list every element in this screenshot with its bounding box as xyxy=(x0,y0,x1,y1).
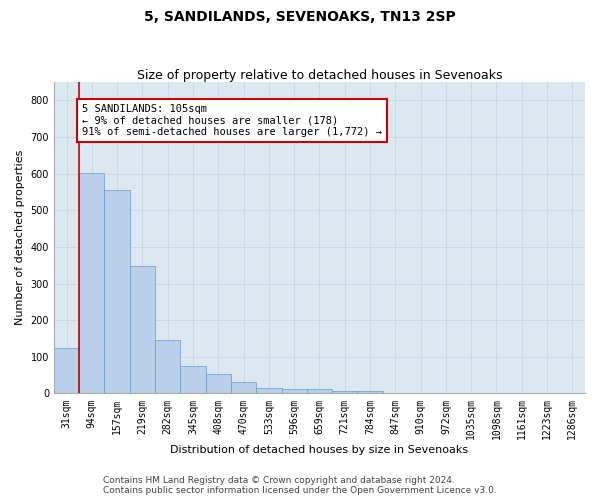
Bar xyxy=(130,266,155,394)
Bar xyxy=(54,348,79,394)
Bar xyxy=(155,340,181,394)
Text: 5, SANDILANDS, SEVENOAKS, TN13 2SP: 5, SANDILANDS, SEVENOAKS, TN13 2SP xyxy=(144,10,456,24)
Y-axis label: Number of detached properties: Number of detached properties xyxy=(15,150,25,326)
Text: 5 SANDILANDS: 105sqm
← 9% of detached houses are smaller (178)
91% of semi-detac: 5 SANDILANDS: 105sqm ← 9% of detached ho… xyxy=(82,104,382,137)
Bar xyxy=(79,172,104,394)
Bar xyxy=(231,382,256,394)
Bar xyxy=(281,388,307,394)
Bar xyxy=(256,388,281,394)
Bar xyxy=(358,390,383,394)
Bar xyxy=(206,374,231,394)
Title: Size of property relative to detached houses in Sevenoaks: Size of property relative to detached ho… xyxy=(137,69,502,82)
Bar xyxy=(104,190,130,394)
Bar xyxy=(181,366,206,394)
X-axis label: Distribution of detached houses by size in Sevenoaks: Distribution of detached houses by size … xyxy=(170,445,469,455)
Bar xyxy=(307,388,332,394)
Bar xyxy=(332,391,358,394)
Text: Contains HM Land Registry data © Crown copyright and database right 2024.
Contai: Contains HM Land Registry data © Crown c… xyxy=(103,476,497,495)
